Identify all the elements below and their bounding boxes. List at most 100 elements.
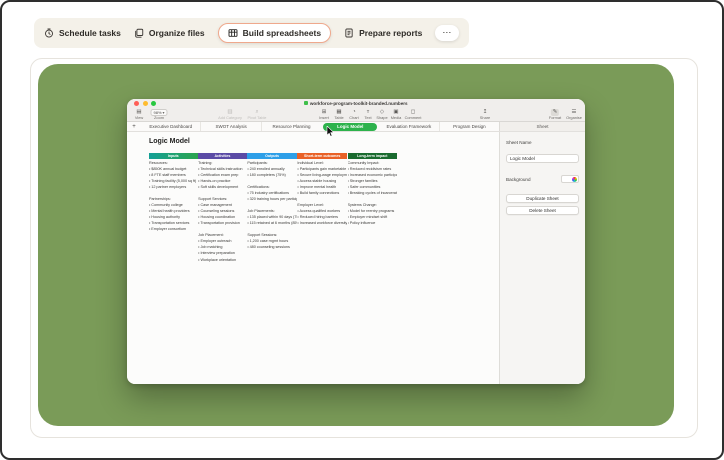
duplicate-sheet-button[interactable]: Duplicate Sheet xyxy=(506,194,579,203)
table-cell[interactable]: Certifications: xyxy=(247,184,270,189)
table-cell[interactable]: • Housing authority xyxy=(149,215,180,220)
table-cell[interactable]: • 8 FTE staff members xyxy=(149,172,186,177)
close-button[interactable] xyxy=(134,101,139,106)
add-sheet-button[interactable]: + xyxy=(132,123,136,130)
column-header[interactable]: Long-term impact xyxy=(347,153,397,159)
toolbar-shape[interactable]: ◇ Shape xyxy=(376,109,387,121)
nav-organize-files[interactable]: Organize files xyxy=(134,28,205,38)
table-cell[interactable]: • Mental health providers xyxy=(149,209,190,213)
toolbar-insert[interactable]: ⊞ Insert xyxy=(319,109,329,121)
table-cell[interactable]: Job Placements: xyxy=(247,209,275,213)
table-cell[interactable]: • Breaking cycles of incarceration xyxy=(347,190,398,195)
sheet-tab-swot-analysis[interactable]: SWOT Analysis xyxy=(200,122,260,131)
table-cell[interactable]: • Increased workforce diversity xyxy=(297,221,347,226)
toolbar-table[interactable]: ▦ Table xyxy=(334,109,343,121)
table-cell[interactable]: • Transportation services xyxy=(149,221,190,226)
column-header[interactable]: Outputs xyxy=(247,153,297,159)
table-cell[interactable]: • Policy influence xyxy=(347,221,376,226)
table-cell[interactable]: Participants: xyxy=(247,160,268,165)
inspector-tab-sheet[interactable]: Sheet xyxy=(499,122,585,131)
background-color-well[interactable] xyxy=(561,175,579,183)
table-cell[interactable]: • Certification exam prep xyxy=(198,172,239,177)
table-cell[interactable]: • Secure living-wage employment xyxy=(297,172,347,177)
table-cell[interactable]: Systems Change: xyxy=(347,202,377,207)
toolbar-zoom[interactable]: 98% Zoom xyxy=(150,109,168,121)
table-cell[interactable]: • 1,200 case mgmt hours xyxy=(247,239,289,244)
nav-more-button[interactable]: ⋯ xyxy=(435,25,460,41)
toolbar-organise[interactable]: ☰ Organise xyxy=(566,109,582,121)
table-cell[interactable]: Support Sessions: xyxy=(247,233,278,238)
table-cell[interactable]: Training: xyxy=(198,160,213,165)
table-cell[interactable]: • Build family connections xyxy=(297,190,340,195)
table-cell[interactable]: Employer Level: xyxy=(297,202,324,207)
sheet-tab-evaluation-framework[interactable]: Evaluation Framework xyxy=(386,124,432,129)
table-cell[interactable]: • 180 completers (75%) xyxy=(247,172,286,177)
table-cell[interactable]: Individual Level: xyxy=(297,160,324,165)
table-cell[interactable]: • Interview preparation xyxy=(198,251,235,256)
nav-schedule-tasks[interactable]: Schedule tasks xyxy=(44,28,121,38)
toolbar-view[interactable]: ▤ View xyxy=(135,109,143,121)
table-cell[interactable]: • 135 placed within 90 days (75%) xyxy=(247,215,297,220)
table-cell[interactable]: • 115 retained at 6 months (85%) xyxy=(247,221,297,226)
fullscreen-button[interactable] xyxy=(151,101,156,106)
table-cell[interactable]: • Access qualified workers xyxy=(297,209,341,213)
table-cell[interactable]: • Training facility (5,000 sq ft) xyxy=(149,178,197,183)
sheet-tab-logic-model[interactable]: Logic Model xyxy=(323,122,378,131)
tool-label: Pivot Table xyxy=(247,115,267,120)
column-header[interactable]: Activities xyxy=(198,153,247,159)
table-cell[interactable]: • Technical skills instruction xyxy=(198,166,243,171)
table-cell[interactable]: • Soft skills development xyxy=(198,184,239,189)
spreadsheet-icon xyxy=(228,29,238,37)
table-cell[interactable]: • Safer communities xyxy=(347,184,381,189)
table-cell[interactable]: • Employer outreach xyxy=(198,239,232,244)
table-cell[interactable]: • Reduced hiring barriers xyxy=(297,215,339,220)
table-cell[interactable]: • 320 training hours per participant xyxy=(247,196,297,201)
table-cell[interactable]: • 75 industry certifications xyxy=(247,190,290,195)
table-cell[interactable]: • Access stable housing xyxy=(297,178,337,183)
table-cell[interactable]: • Hands-on practice xyxy=(198,178,231,183)
nav-prepare-reports[interactable]: Prepare reports xyxy=(344,28,422,38)
table-cell[interactable]: • Counseling sessions xyxy=(198,209,235,213)
toolbar-comment[interactable]: ◻ Comment xyxy=(405,109,422,121)
table-cell[interactable]: • Model for reentry programs xyxy=(347,209,395,213)
table-cell[interactable]: • Case management xyxy=(198,202,232,207)
table-cell[interactable]: Partnerships: xyxy=(149,196,171,201)
sheet-tab-program-design[interactable]: Program Design xyxy=(438,122,499,131)
table-cell[interactable]: • Employer mindset shift xyxy=(347,215,388,220)
table-cell[interactable]: • Transportation provision xyxy=(198,221,240,226)
toolbar-format[interactable]: ✎ Format xyxy=(549,109,561,121)
sheet-name-input[interactable] xyxy=(506,154,579,163)
column-header[interactable]: Short-term outcomes xyxy=(297,153,347,159)
sheet-tab-resource-planning[interactable]: Resource Planning xyxy=(260,122,321,131)
table-cell[interactable]: • Community college xyxy=(149,202,183,207)
minimize-button[interactable] xyxy=(142,101,148,106)
tool-label: Chart xyxy=(349,115,359,120)
delete-sheet-button[interactable]: Delete Sheet xyxy=(506,206,579,215)
table-cell[interactable]: • Employer consortium xyxy=(149,227,186,232)
toolbar-chart[interactable]: ◔ Chart xyxy=(349,109,359,121)
table-cell[interactable]: • Increased economic participation xyxy=(347,172,398,177)
table-cell[interactable]: Community Impact: xyxy=(347,160,380,165)
table-cell[interactable]: • Participants gain marketable skills xyxy=(297,166,347,171)
table-cell[interactable]: Support Services: xyxy=(198,196,228,201)
table-cell[interactable]: • Workplace orientation xyxy=(198,257,237,262)
clock-icon xyxy=(45,28,53,38)
table-cell[interactable]: Job Placement: xyxy=(198,233,224,238)
toolbar-share[interactable]: ↥ Share xyxy=(480,109,490,121)
toolbar-text[interactable]: ᴛ Text xyxy=(364,109,371,121)
nav-build-spreadsheets[interactable]: Build spreadsheets xyxy=(217,23,332,43)
table-cell[interactable]: • $850K annual budget xyxy=(149,166,187,171)
table-cell[interactable]: • Job matching xyxy=(198,245,223,250)
table-cell[interactable]: • Housing coordination xyxy=(198,215,236,220)
table-cell[interactable]: • 12 partner employers xyxy=(149,184,187,189)
zoom-dropdown[interactable]: 98% xyxy=(150,109,168,116)
table-cell[interactable]: • Improve mental health xyxy=(297,184,337,189)
toolbar-media[interactable]: ▣ Media xyxy=(391,109,402,121)
table-cell[interactable]: • 480 counseling sessions xyxy=(247,245,290,250)
table-cell[interactable]: • Reduced recidivism rates xyxy=(347,166,392,171)
column-header[interactable]: Inputs xyxy=(149,153,198,159)
table-cell[interactable]: • Stronger families xyxy=(347,178,378,183)
sheet-tab-executive-dashboard[interactable]: Executive Dashboard xyxy=(149,124,193,129)
table-cell[interactable]: Resources: xyxy=(149,160,168,165)
table-cell[interactable]: • 240 enrolled annually xyxy=(247,166,285,171)
